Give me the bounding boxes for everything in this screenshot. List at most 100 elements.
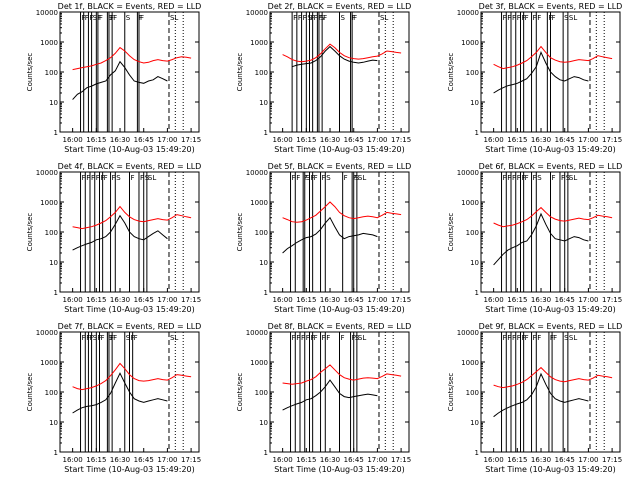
marker-label: F: [86, 334, 90, 342]
marker-label: F: [512, 174, 516, 182]
marker-label: F: [113, 14, 117, 22]
x-tick-label: 16:45: [344, 136, 364, 144]
series-line: [282, 201, 402, 223]
marker-label: F: [86, 174, 90, 182]
series-line: [282, 216, 378, 254]
y-tick-label: 10000: [246, 329, 268, 337]
y-axis-label: Counts/sec: [447, 373, 455, 412]
y-tick-label: 1000: [461, 39, 479, 47]
y-axis-label: Counts/sec: [26, 53, 34, 92]
marker-label: S: [355, 334, 360, 342]
x-tick-label: 16:30: [320, 136, 340, 144]
y-axis-label: Counts/sec: [447, 213, 455, 252]
marker-label: F: [517, 174, 521, 182]
y-tick-label: 100: [466, 69, 479, 77]
y-tick-label: 100: [466, 389, 479, 397]
marker-label: F: [89, 14, 93, 22]
marker-label: S: [126, 14, 131, 22]
series-line: [282, 43, 402, 63]
x-axis-label: Start Time (10-Aug-03 15:49:20): [485, 465, 616, 474]
series-line: [291, 45, 378, 68]
x-tick-label: 16:45: [134, 136, 154, 144]
y-tick-label: 1000: [250, 39, 268, 47]
y-tick-label: 1000: [40, 359, 58, 367]
x-tick-label: 16:30: [531, 296, 551, 304]
marker-label: F: [537, 14, 541, 22]
marker-label: F: [548, 14, 552, 22]
x-tick-label: 16:45: [555, 296, 575, 304]
marker-label: S: [355, 174, 360, 182]
x-tick-label: 16:00: [484, 136, 504, 144]
marker-label: SL: [569, 14, 577, 22]
marker-label: F: [131, 334, 135, 342]
marker-label: F: [525, 334, 529, 342]
marker-label: S: [307, 14, 312, 22]
x-tick-label: 16:00: [273, 456, 293, 464]
marker-label: F: [507, 174, 511, 182]
marker-label: F: [353, 174, 357, 182]
marker-label: F: [303, 14, 307, 22]
y-tick-label: 10: [259, 259, 268, 267]
marker-label: S: [306, 174, 311, 182]
marker-label: F: [104, 174, 108, 182]
x-tick-label: 16:15: [296, 456, 316, 464]
marker-label: F: [521, 174, 525, 182]
y-tick-label: 10000: [246, 169, 268, 177]
x-tick-label: 17:00: [578, 136, 598, 144]
series-line: [72, 214, 168, 251]
marker-label: F: [97, 14, 101, 22]
marker-label: F: [310, 174, 314, 182]
series-line: [282, 379, 378, 411]
x-axis-label: Start Time (10-Aug-03 15:49:20): [64, 305, 195, 314]
y-tick-label: 1: [475, 129, 479, 137]
y-tick-label: 1: [475, 289, 479, 297]
marker-label: F: [89, 334, 93, 342]
x-tick-label: 16:00: [63, 136, 83, 144]
x-tick-label: 17:00: [157, 296, 177, 304]
y-tick-label: 1: [264, 449, 268, 457]
y-axis-label: Counts/sec: [447, 53, 455, 92]
x-tick-label: 17:00: [157, 136, 177, 144]
x-tick-label: 17:15: [391, 296, 411, 304]
y-tick-label: 100: [255, 69, 268, 77]
y-tick-label: 10000: [36, 169, 58, 177]
marker-label: F: [503, 334, 507, 342]
y-tick-label: 1: [264, 129, 268, 137]
marker-label: F: [322, 334, 326, 342]
marker-label: S: [341, 14, 346, 22]
marker-label: SL: [358, 334, 366, 342]
y-axis-label: Counts/sec: [236, 373, 244, 412]
marker-label: F: [131, 174, 135, 182]
series-line: [493, 212, 589, 266]
y-tick-label: 10: [259, 419, 268, 427]
marker-label: F: [521, 14, 525, 22]
series-line: [493, 206, 613, 228]
marker-label: F: [352, 14, 356, 22]
x-tick-label: 16:00: [484, 456, 504, 464]
marker-label: SL: [170, 14, 178, 22]
x-tick-label: 16:45: [134, 456, 154, 464]
marker-label: F: [326, 334, 330, 342]
x-tick-label: 17:15: [181, 296, 201, 304]
series-line: [72, 205, 192, 230]
marker-label: S: [320, 14, 325, 22]
x-tick-label: 17:00: [367, 136, 387, 144]
marker-label: F: [352, 334, 356, 342]
x-tick-label: 16:15: [86, 296, 106, 304]
x-axis-label: Start Time (10-Aug-03 15:49:20): [274, 305, 405, 314]
series-line: [72, 372, 168, 414]
marker-label: S: [116, 174, 121, 182]
y-axis-label: Counts/sec: [236, 213, 244, 252]
y-tick-label: 10: [259, 99, 268, 107]
x-tick-label: 16:15: [296, 136, 316, 144]
y-tick-label: 1000: [461, 359, 479, 367]
marker-label: F: [110, 334, 114, 342]
x-tick-label: 16:45: [344, 456, 364, 464]
marker-label: F: [552, 174, 556, 182]
marker-label: F: [82, 14, 86, 22]
y-tick-label: 10: [470, 99, 479, 107]
y-tick-label: 10: [470, 259, 479, 267]
